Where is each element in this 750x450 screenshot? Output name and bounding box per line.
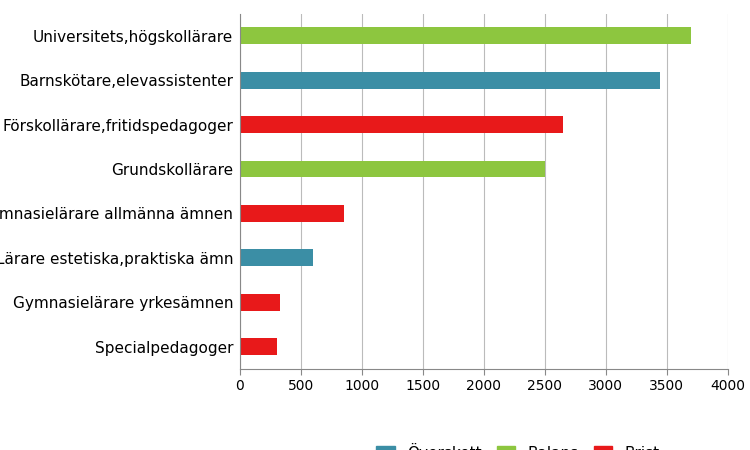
- Bar: [240, 249, 314, 266]
- Bar: [240, 27, 691, 44]
- Bar: [240, 72, 661, 89]
- Bar: [240, 205, 344, 222]
- Bar: [240, 338, 277, 355]
- Bar: [240, 294, 280, 311]
- Bar: [240, 116, 563, 133]
- Legend: Överskott, Balans, Brist: Överskott, Balans, Brist: [376, 446, 659, 450]
- Bar: [240, 161, 544, 177]
